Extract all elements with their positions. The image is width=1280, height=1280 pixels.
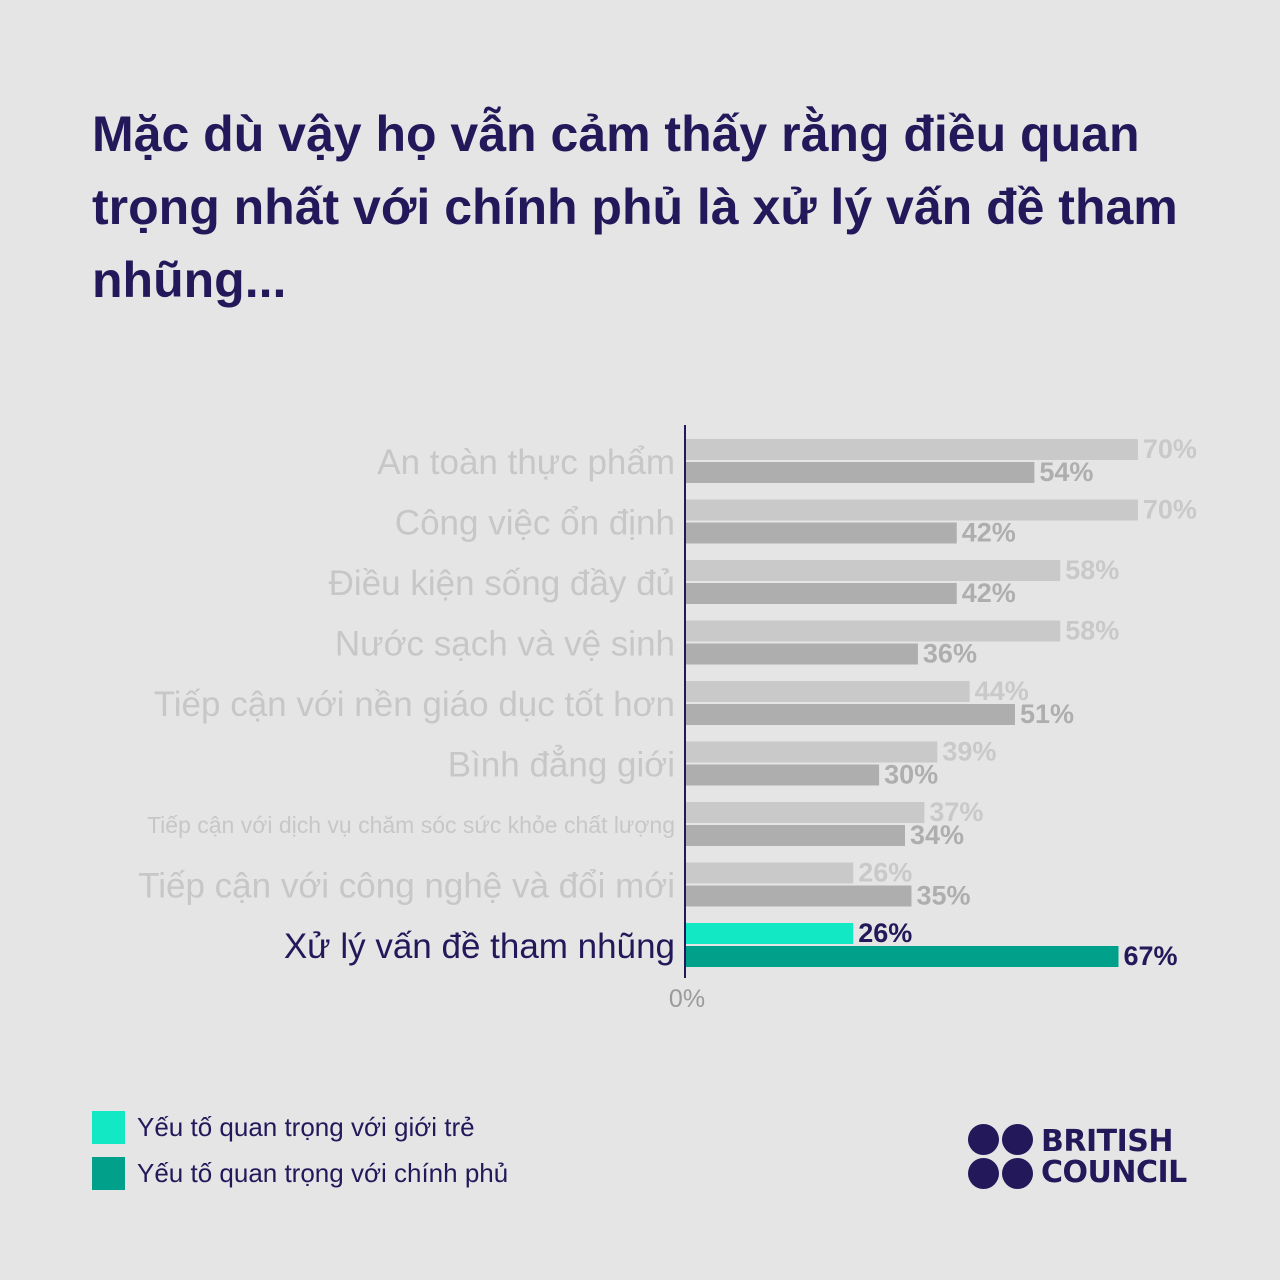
bar-government	[685, 885, 912, 907]
bar-government	[685, 825, 905, 846]
data-label: 58%	[1065, 555, 1119, 585]
bar-youth	[685, 741, 938, 763]
bar-youth	[685, 862, 854, 884]
data-label: 35%	[916, 881, 970, 911]
data-label: 54%	[1039, 457, 1093, 487]
legend-label-government: Yếu tố quan trọng với chính phủ	[137, 1157, 509, 1188]
data-label: 51%	[1020, 699, 1074, 729]
category-label: Bình đẳng giới	[448, 745, 675, 785]
bar-youth	[685, 560, 1061, 581]
data-label: 26%	[858, 918, 912, 948]
category-label: An toàn thực phẩm	[377, 443, 675, 482]
bar-government	[685, 462, 1035, 483]
legend-swatch-youth	[92, 1110, 125, 1144]
data-label: 42%	[962, 518, 1016, 548]
bar-youth	[685, 439, 1138, 460]
british-council-logo: BRITISH COUNCIL	[968, 1124, 1187, 1189]
bar-youth	[685, 923, 854, 944]
legend-item-youth: Yếu tố quan trọng với giới trẻ	[92, 1104, 508, 1150]
legend: Yếu tố quan trọng với giới trẻ Yếu tố qu…	[92, 1104, 508, 1196]
category-label: Xử lý vấn đề tham nhũng	[284, 927, 675, 966]
legend-item-government: Yếu tố quan trọng với chính phủ	[92, 1150, 508, 1196]
data-label: 26%	[858, 858, 912, 888]
bar-government	[685, 704, 1015, 725]
bar-government	[685, 643, 918, 665]
bar-government	[685, 946, 1119, 967]
bar-youth	[685, 802, 925, 823]
bar-government	[685, 522, 957, 544]
data-label: 37%	[929, 797, 983, 827]
bar-youth	[685, 681, 970, 702]
legend-label-youth: Yếu tố quan trọng với giới trẻ	[137, 1111, 475, 1142]
data-label: 70%	[1143, 434, 1197, 464]
category-label: Điều kiện sống đầy đủ	[329, 564, 675, 603]
category-label: Công việc ổn định	[395, 504, 675, 543]
logo-line-2: COUNCIL	[1041, 1154, 1187, 1190]
bar-chart: An toàn thực phẩm 70% 54% Công việc ổn định…	[138, 425, 1197, 1013]
logo-dots-icon	[968, 1124, 1033, 1189]
data-label: 36%	[923, 639, 977, 669]
category-label: Tiếp cận với công nghệ và đổi mới	[138, 867, 675, 906]
category-label: Tiếp cận với dịch vụ chăm sóc sức khỏe c…	[147, 812, 675, 838]
logo-text: BRITISH COUNCIL	[1041, 1126, 1187, 1188]
category-label: Nước sạch và vệ sinh	[335, 625, 675, 664]
data-label: 34%	[910, 820, 964, 850]
legend-swatch-government	[92, 1156, 125, 1190]
bar-government	[685, 583, 957, 604]
category-label: Tiếp cận với nền giáo dục tốt hơn	[154, 685, 675, 724]
bar-youth	[685, 499, 1138, 521]
x-axis-tick-label: 0%	[669, 985, 705, 1013]
data-label: 67%	[1123, 941, 1177, 971]
logo-line-1: BRITISH	[1041, 1123, 1173, 1159]
page-title: Mặc dù vậy họ vẫn cảm thấy rằng điều qua…	[92, 106, 1178, 308]
data-label: 70%	[1143, 495, 1197, 525]
data-label: 44%	[975, 676, 1029, 706]
data-label: 42%	[962, 578, 1016, 608]
data-label: 30%	[884, 760, 938, 790]
data-label: 58%	[1065, 616, 1119, 646]
data-label: 39%	[942, 737, 996, 767]
bar-youth	[685, 620, 1061, 642]
bar-government	[685, 764, 880, 786]
